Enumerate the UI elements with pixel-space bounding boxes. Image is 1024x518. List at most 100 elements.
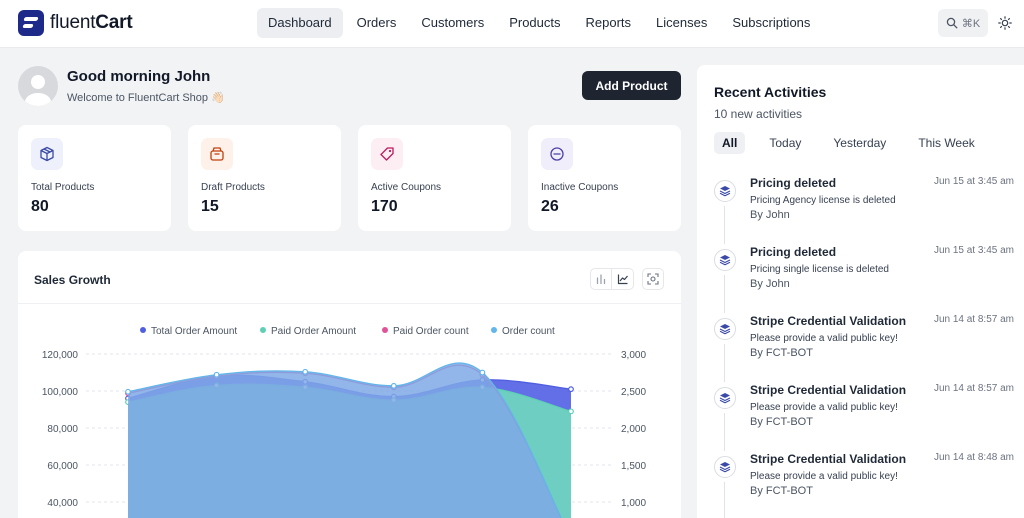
activity-filters: All Today Yesterday This Week: [714, 132, 983, 154]
layers-icon: [719, 324, 731, 335]
data-point: [213, 371, 220, 378]
user-avatar-icon: [25, 75, 51, 106]
bar-chart-icon: [596, 274, 606, 285]
nav-item-orders[interactable]: Orders: [356, 15, 397, 30]
y-left-tick-label: 100,000: [42, 387, 79, 398]
activity-title: Stripe Credential Validation: [750, 314, 907, 328]
nav-item-dashboard[interactable]: Dashboard: [257, 8, 343, 38]
y-left-tick-label: 60,000: [47, 461, 78, 472]
greeting-subtitle: Welcome to FluentCart Shop 👋🏻: [67, 92, 225, 104]
activity-title: Pricing deleted: [750, 176, 837, 190]
avatar[interactable]: [18, 66, 58, 106]
activity-author: By FCT-BOT: [750, 416, 813, 428]
stat-value: 80: [31, 198, 49, 215]
activity-description: Please provide a valid public key!: [750, 333, 898, 344]
filter-today[interactable]: Today: [769, 136, 802, 150]
activity-item[interactable]: Stripe Credential Validation Jun 14 at 8…: [714, 383, 1014, 451]
search-shortcut: ⌘K: [961, 17, 981, 30]
activity-title: Stripe Credential Validation: [750, 452, 907, 466]
nav-item-customers[interactable]: Customers: [421, 15, 485, 30]
legend-marker: [382, 327, 388, 333]
data-point: [125, 388, 131, 395]
activity-time: Jun 14 at 8:48 am: [933, 452, 1014, 463]
filter-yesterday[interactable]: Yesterday: [833, 136, 887, 150]
activity-time: Jun 15 at 3:45 am: [933, 245, 1014, 256]
nav-item-products[interactable]: Products: [509, 15, 561, 30]
tag-icon: [380, 147, 394, 161]
activity-time: Jun 14 at 8:57 am: [933, 383, 1014, 394]
filter-this-week[interactable]: This Week: [918, 136, 975, 150]
legend-label: Total Order Amount: [151, 326, 237, 337]
y-right-tick-label: 2,500: [621, 387, 646, 398]
nav-item-reports[interactable]: Reports: [585, 15, 632, 30]
minus-circle-icon: [550, 147, 564, 161]
activity-time: Jun 14 at 8:57 am: [933, 314, 1014, 325]
activity-icon-wrapper: [714, 456, 736, 478]
legend-marker: [491, 327, 497, 333]
recent-activities-panel: Recent Activities 10 new activities All …: [697, 65, 1024, 518]
activity-title: Pricing deleted: [750, 245, 837, 259]
activity-icon-wrapper: [714, 180, 736, 202]
activity-item[interactable]: Pricing deleted Jun 15 at 3:45 am Pricin…: [714, 176, 1014, 244]
fullscreen-button[interactable]: [642, 268, 664, 290]
stat-label: Total Products: [31, 182, 95, 193]
filter-all[interactable]: All: [714, 132, 746, 154]
activity-title: Stripe Credential Validation: [750, 383, 907, 397]
layers-icon: [719, 393, 731, 404]
layers-icon: [719, 462, 731, 473]
activity-description: Pricing Agency license is deleted: [750, 195, 896, 206]
activity-item[interactable]: Pricing deleted Jun 15 at 3:45 am Pricin…: [714, 245, 1014, 313]
data-point: [390, 382, 397, 389]
stat-label: Inactive Coupons: [541, 182, 619, 193]
y-right-tick-label: 3,000: [621, 350, 646, 361]
logo-text-bold: Cart: [95, 12, 133, 33]
nav-item-subscriptions[interactable]: Subscriptions: [732, 15, 811, 30]
activity-time: Jun 15 at 3:45 am: [933, 176, 1014, 187]
stat-label: Draft Products: [201, 182, 265, 193]
sales-growth-title: Sales Growth: [34, 273, 111, 287]
stat-card-draft-products[interactable]: Draft Products 15: [188, 125, 341, 231]
activity-item[interactable]: Stripe Credential Validation Jun 14 at 8…: [714, 314, 1014, 382]
y-left-tick-label: 120,000: [42, 350, 79, 361]
box-icon: [40, 146, 54, 162]
activity-author: By FCT-BOT: [750, 347, 813, 359]
activity-count: 10 new activities: [714, 107, 803, 121]
stat-card-inactive-coupons[interactable]: Inactive Coupons 26: [528, 125, 681, 231]
line-chart-toggle[interactable]: [612, 268, 634, 290]
stat-card-total-products[interactable]: Total Products 80: [18, 125, 171, 231]
legend-label: Order count: [502, 326, 555, 337]
chart-toolbar: [590, 268, 664, 290]
y-left-tick-label: 40,000: [47, 498, 78, 509]
legend-label: Paid Order Amount: [271, 326, 356, 337]
activity-author: By John: [750, 209, 790, 221]
sales-growth-card: Sales Growth Total Order Amount Paid Orde…: [18, 251, 681, 518]
stat-value: 15: [201, 198, 219, 215]
stat-card-active-coupons[interactable]: Active Coupons 170: [358, 125, 511, 231]
activity-icon-wrapper: [714, 318, 736, 340]
stat-value: 170: [371, 198, 398, 215]
search-icon: [946, 17, 958, 29]
sun-icon[interactable]: [998, 16, 1012, 30]
stat-icon-wrapper: [201, 138, 233, 170]
main-nav: Dashboard Orders Customers Products Repo…: [257, 8, 824, 38]
stat-icon-wrapper: [371, 138, 403, 170]
y-left-tick-label: 80,000: [47, 424, 78, 435]
data-point: [479, 369, 486, 376]
activity-description: Pricing single license is deleted: [750, 264, 889, 275]
logo[interactable]: fluentCart: [18, 10, 133, 36]
add-product-button[interactable]: Add Product: [582, 71, 681, 100]
timeline-line: [724, 206, 725, 244]
bar-chart-toggle[interactable]: [590, 268, 612, 290]
line-chart-icon: [617, 274, 628, 285]
activity-item[interactable]: Stripe Credential Validation Jun 14 at 8…: [714, 452, 1014, 518]
area-order-count: [128, 362, 562, 518]
activity-icon-wrapper: [714, 249, 736, 271]
nav-item-licenses[interactable]: Licenses: [656, 15, 708, 30]
stat-label: Active Coupons: [371, 182, 442, 193]
timeline-line: [724, 413, 725, 451]
data-point: [302, 368, 309, 375]
timeline-line: [724, 482, 725, 518]
y-right-tick-label: 1,500: [621, 461, 646, 472]
search-button[interactable]: ⌘K: [938, 9, 988, 37]
activity-icon-wrapper: [714, 387, 736, 409]
